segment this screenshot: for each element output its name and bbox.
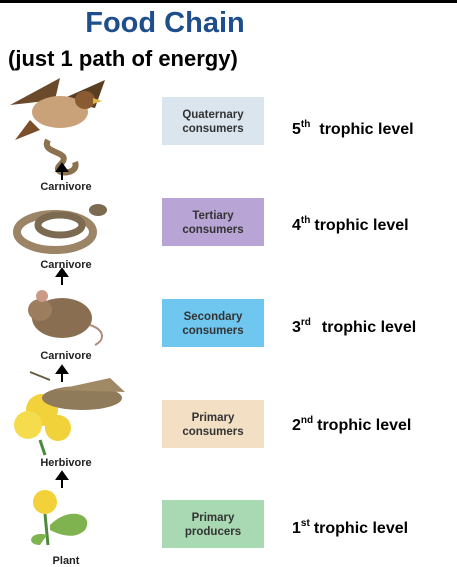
hawk-illustration — [10, 78, 105, 173]
box-label: Primary — [192, 412, 235, 424]
box-label: producers — [185, 526, 241, 538]
organism-label: Carnivore — [40, 350, 91, 362]
trophic-level: 2nd trophic level — [292, 415, 411, 434]
level-box — [162, 400, 264, 448]
box-label: Secondary — [184, 311, 243, 323]
trophic-level: 3rd trophic level — [292, 317, 416, 336]
box-label: Quaternary — [182, 109, 244, 121]
mouse-illustration — [28, 290, 102, 345]
grasshopper-illustration — [14, 372, 125, 455]
ordinal-suffix: st — [301, 518, 311, 529]
ordinal: 4 — [292, 217, 301, 234]
trophic-level: 4th trophic level — [292, 215, 409, 234]
snake-illustration — [17, 204, 107, 250]
level-label: trophic level — [319, 121, 413, 138]
ordinal: 2 — [292, 417, 301, 434]
level-label: trophic level — [322, 319, 416, 336]
level-box — [162, 299, 264, 347]
food-chain-slide: Food Chain (just 1 path of energy) — [0, 0, 457, 567]
ordinal: 5 — [292, 121, 301, 138]
box-label: consumers — [182, 123, 243, 135]
box-label: consumers — [182, 426, 243, 438]
organism-label: Plant — [53, 555, 80, 567]
level-box — [162, 500, 264, 548]
organism-label: Carnivore — [40, 259, 91, 271]
level-box — [162, 198, 264, 246]
box-label: Tertiary — [192, 210, 234, 222]
ordinal-suffix: nd — [301, 415, 313, 426]
box-label: Primary — [192, 512, 235, 524]
ordinal-suffix: th — [301, 119, 310, 130]
subtitle: (just 1 path of energy) — [8, 46, 238, 71]
level-box — [162, 97, 264, 145]
organism-label: Carnivore — [40, 181, 91, 193]
title: Food Chain — [85, 7, 244, 39]
ordinal: 3 — [292, 319, 301, 336]
level-label: trophic level — [317, 417, 411, 434]
ordinal: 1 — [292, 520, 301, 537]
box-label: consumers — [182, 224, 243, 236]
level-label: trophic level — [314, 520, 408, 537]
top-rule — [0, 0, 457, 3]
plant-illustration — [31, 490, 87, 545]
organism-label: Herbivore — [40, 457, 91, 469]
trophic-level: 5th trophic level — [292, 119, 414, 138]
ordinal-suffix: rd — [301, 317, 311, 328]
ordinal-suffix: th — [301, 215, 310, 226]
box-label: consumers — [182, 325, 243, 337]
level-label: trophic level — [314, 217, 408, 234]
